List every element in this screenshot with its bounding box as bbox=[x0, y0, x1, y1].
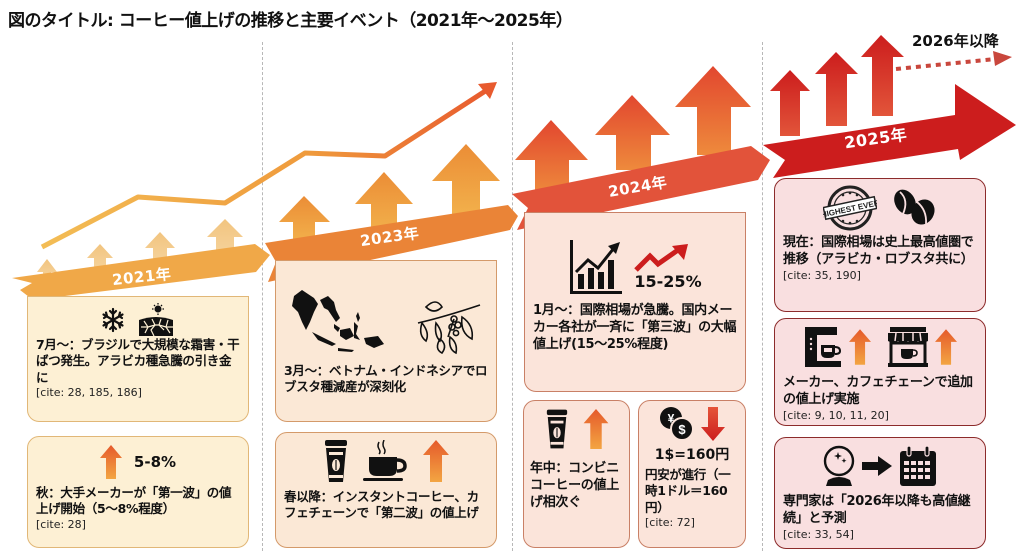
event-card-2024-weak-yen: ¥ $ 1$=160円 円安が進行（一時1ドル＝160円） [cite: 72] bbox=[638, 400, 746, 548]
event-card-2025-forecast: 専門家は「2026年以降も高値継続」と予測 [cite: 33, 54] bbox=[774, 437, 986, 549]
svg-text:¥: ¥ bbox=[668, 412, 675, 426]
banner-2021 bbox=[12, 244, 270, 300]
event-card-2025-additional-hikes: メーカー、カフェチェーンで追加の値上げ実施 [cite: 9, 10, 11, … bbox=[774, 318, 986, 426]
banner-2024 bbox=[512, 146, 770, 230]
citation: [cite: 9, 10, 11, 20] bbox=[783, 408, 889, 422]
event-text: 7月〜：ブラジルで大規模な霜害・干ばつ発生。アラビカ種急騰の引き金に bbox=[36, 337, 240, 385]
event-text: 専門家は「2026年以降も高値継続」と予測 bbox=[783, 494, 971, 526]
coffee-maker-icon bbox=[805, 327, 842, 367]
event-card-2021-frost: 7月〜：ブラジルで大規模な霜害・干ばつ発生。アラビカ種急騰の引き金に [cite… bbox=[27, 296, 249, 422]
event-card-2024-third-wave: 15-25% 1月〜：国際相場が急騰。国内メーカー各社が一斉に「第三波」の大幅値… bbox=[524, 212, 746, 392]
svg-text:$: $ bbox=[678, 422, 686, 437]
up-arrow-icon bbox=[99, 445, 122, 479]
bar-chart-up-icon bbox=[570, 240, 623, 294]
event-card-2023-robusta: 3月〜：ベトナム・インドネシアでロブスタ種減産が深刻化 bbox=[275, 260, 497, 422]
yen-dollar-coins-icon: ¥ $ bbox=[660, 407, 694, 441]
event-card-2021-first-wave: 5-8% 秋：大手メーカーが「第一波」の値上げ開始（5〜8%程度） [cite:… bbox=[27, 436, 249, 548]
event-text: 秋：大手メーカーが「第一波」の値上げ開始（5〜8%程度） bbox=[36, 485, 232, 517]
zigzag-up-arrow-icon bbox=[634, 243, 689, 272]
percent-range: 15-25% bbox=[634, 271, 702, 291]
citation: [cite: 35, 190] bbox=[783, 268, 861, 282]
citation: [cite: 33, 54] bbox=[783, 527, 854, 541]
coffee-cup-icon bbox=[546, 409, 567, 449]
event-text: メーカー、カフェチェーンで追加の値上げ実施 bbox=[783, 375, 973, 407]
event-text: 3月〜：ベトナム・インドネシアでロブスタ種減産が深刻化 bbox=[284, 363, 488, 395]
calendar-icon bbox=[900, 446, 936, 486]
hot-mug-icon bbox=[363, 440, 407, 481]
up-arrow-icon bbox=[849, 329, 871, 365]
event-card-2025-record-high: HIGHEST EVER 現在：国際相場は史上最高値圏で推移（アラビカ・ロブスタ… bbox=[774, 178, 986, 312]
up-arrows-2025 bbox=[770, 35, 904, 136]
snowflake-icon bbox=[102, 307, 124, 333]
percent-range: 5-8% bbox=[133, 453, 177, 471]
coffee-beans-icon bbox=[894, 189, 935, 225]
price-trend-line bbox=[40, 82, 497, 250]
column-divider bbox=[512, 42, 513, 551]
up-arrows-2023 bbox=[279, 144, 500, 242]
coffee-branch-icon bbox=[417, 301, 481, 355]
event-text: 円安が進行（一時1ドル＝160円） bbox=[645, 467, 731, 515]
banner-2025 bbox=[763, 84, 1016, 178]
column-divider bbox=[262, 42, 263, 551]
citation: [cite: 28, 185, 186] bbox=[36, 385, 142, 399]
southeast-asia-map-icon bbox=[292, 290, 384, 352]
down-arrow-icon bbox=[701, 407, 725, 441]
citation: [cite: 28] bbox=[36, 517, 86, 531]
right-arrow-icon bbox=[862, 456, 892, 476]
exchange-rate: 1$=160円 bbox=[654, 447, 730, 463]
page-title: 図のタイトル: コーヒー値上げの推移と主要イベント（2021年〜2025年） bbox=[8, 11, 573, 31]
citation: [cite: 72] bbox=[645, 515, 695, 529]
drought-sun-icon bbox=[139, 303, 173, 337]
up-arrow-icon bbox=[583, 409, 608, 449]
future-dotted-arrow bbox=[895, 51, 1012, 71]
event-text: 1月〜：国際相場が急騰。国内メーカー各社が一斉に「第三波」の大幅値上げ(15〜2… bbox=[533, 303, 737, 352]
up-arrow-icon bbox=[423, 440, 449, 482]
up-arrows-2024 bbox=[515, 66, 751, 195]
event-text: 春以降：インスタントコーヒー、カフェチェーンで「第二波」の値上げ bbox=[284, 489, 479, 521]
crystal-ball-icon bbox=[823, 445, 855, 486]
cafe-store-icon bbox=[888, 327, 928, 367]
highest-ever-stamp-icon: HIGHEST EVER bbox=[823, 185, 877, 231]
future-label: 2026年以降 bbox=[912, 32, 999, 50]
column-divider bbox=[762, 42, 763, 551]
event-text: 現在：国際相場は史上最高値圏で推移（アラビカ・ロブスタ共に） bbox=[783, 235, 974, 267]
coffee-cup-icon bbox=[325, 440, 347, 482]
up-arrow-icon bbox=[935, 329, 957, 365]
event-card-2023-second-wave: 春以降：インスタントコーヒー、カフェチェーンで「第二波」の値上げ bbox=[275, 432, 497, 548]
event-card-2024-convenience: 年中：コンビニコーヒーの値上げ相次ぐ bbox=[523, 400, 630, 548]
event-text: 年中：コンビニコーヒーの値上げ相次ぐ bbox=[530, 461, 619, 510]
